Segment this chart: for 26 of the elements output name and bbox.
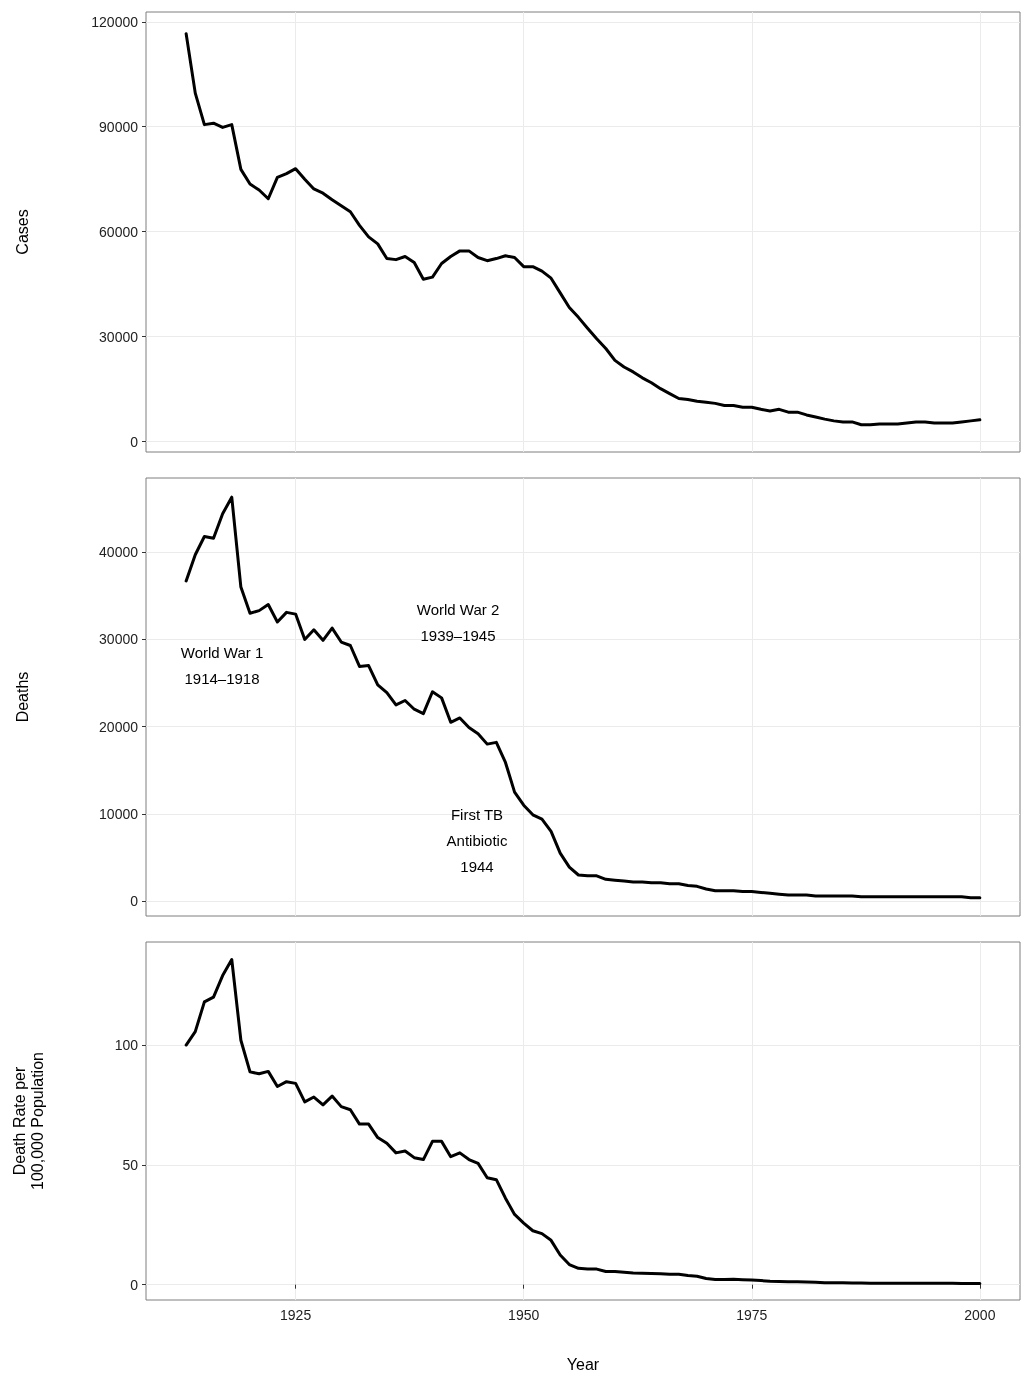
y-tick-label: 100 [114, 1037, 139, 1054]
x-axis-title: Year [566, 1355, 600, 1373]
y-tick-label: 30000 [99, 631, 139, 648]
x-tick-label: 1950 [508, 1307, 540, 1323]
y-tick-label: 90000 [99, 118, 139, 135]
y-tick-label: 10000 [99, 805, 139, 822]
y-tick-label: 0 [130, 433, 139, 450]
y-tick-label: 50 [122, 1156, 139, 1173]
y-tick-label: 30000 [99, 328, 139, 345]
y-tick-label: 60000 [99, 223, 139, 240]
annotation: First TB Antibiotic 1944 [446, 805, 508, 875]
y-tick-label: 120000 [91, 13, 139, 30]
line-series [184, 32, 982, 427]
y-axis-title: Deaths [13, 671, 31, 723]
y-tick-label: 0 [130, 1276, 139, 1293]
x-tick-label: 2000 [964, 1307, 996, 1323]
x-tick-label: 1975 [736, 1307, 768, 1323]
y-axis-title: Death Rate per 100,000 Population [10, 1052, 46, 1190]
annotation: World War 1 1914–1918 [180, 643, 264, 687]
y-tick-label: 0 [130, 893, 139, 910]
annotation: World War 2 1939–1945 [416, 600, 500, 644]
x-tick-label: 1925 [280, 1307, 312, 1323]
y-tick-label: 20000 [99, 718, 139, 735]
line-series [184, 957, 982, 1285]
y-axis-title: Cases [13, 209, 31, 255]
y-tick-label: 40000 [99, 544, 139, 561]
